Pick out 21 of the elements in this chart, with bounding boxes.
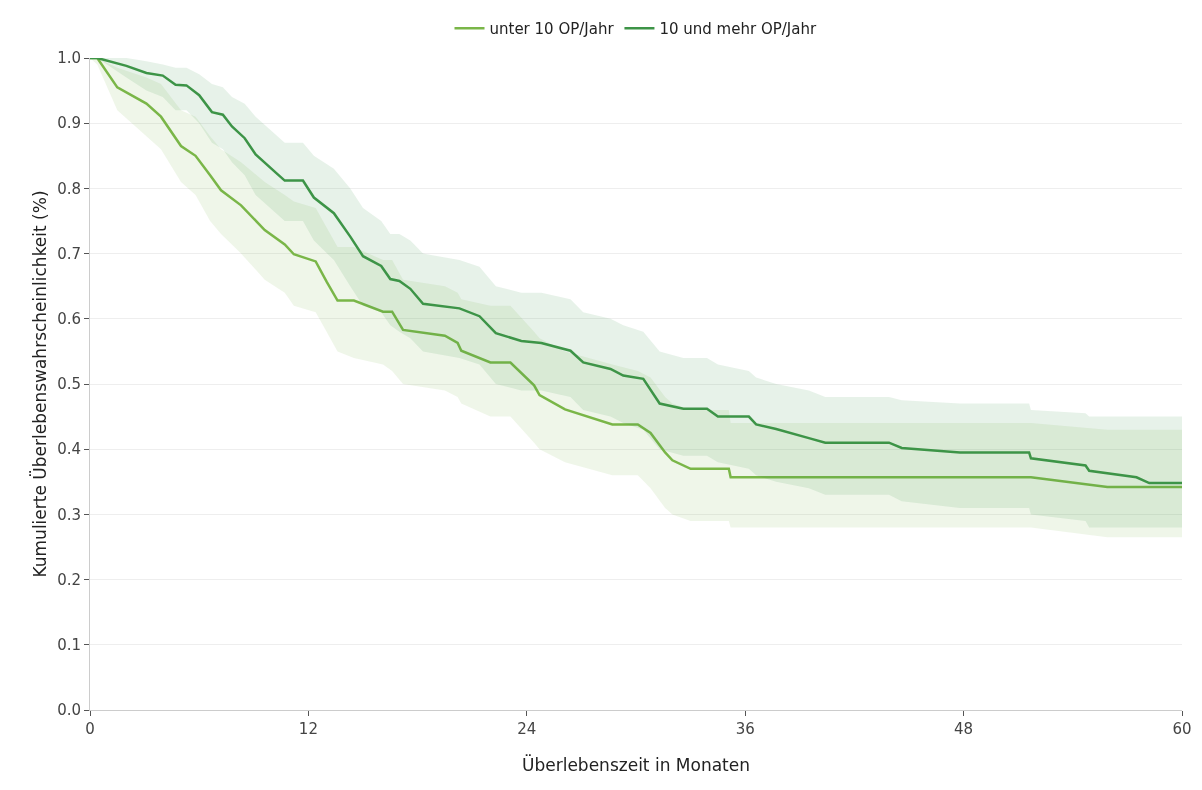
- x-tick-label: 12: [298, 720, 318, 738]
- y-tick-label: 0.3: [57, 505, 81, 524]
- y-tick-label: 0.7: [57, 244, 81, 263]
- legend-label: unter 10 OP/Jahr: [489, 20, 615, 39]
- y-tick-label: 0.5: [57, 375, 81, 394]
- y-tick-label: 0.1: [57, 636, 81, 655]
- y-tick-label: 0.9: [57, 114, 81, 133]
- y-tick-label: 0.0: [57, 701, 81, 720]
- y-tick-label: 0.4: [57, 440, 81, 459]
- y-axis-title: Kumulierte Überlebenswahrscheinlichkeit (%): [29, 190, 50, 578]
- y-tick-label: 1.0: [57, 49, 81, 68]
- y-tick-label: 0.8: [57, 179, 81, 198]
- x-tick-label: 48: [954, 720, 974, 738]
- x-tick-label: 0: [85, 720, 95, 738]
- legend-label: 10 und mehr OP/Jahr: [659, 20, 817, 39]
- x-axis-title: Überlebenszeit in Monaten: [522, 754, 750, 775]
- y-tick-label: 0.6: [57, 310, 81, 329]
- y-tick-label: 0.2: [57, 570, 81, 589]
- x-tick-label: 60: [1172, 720, 1192, 738]
- x-tick-label: 24: [517, 720, 537, 738]
- x-tick-label: 36: [735, 720, 755, 738]
